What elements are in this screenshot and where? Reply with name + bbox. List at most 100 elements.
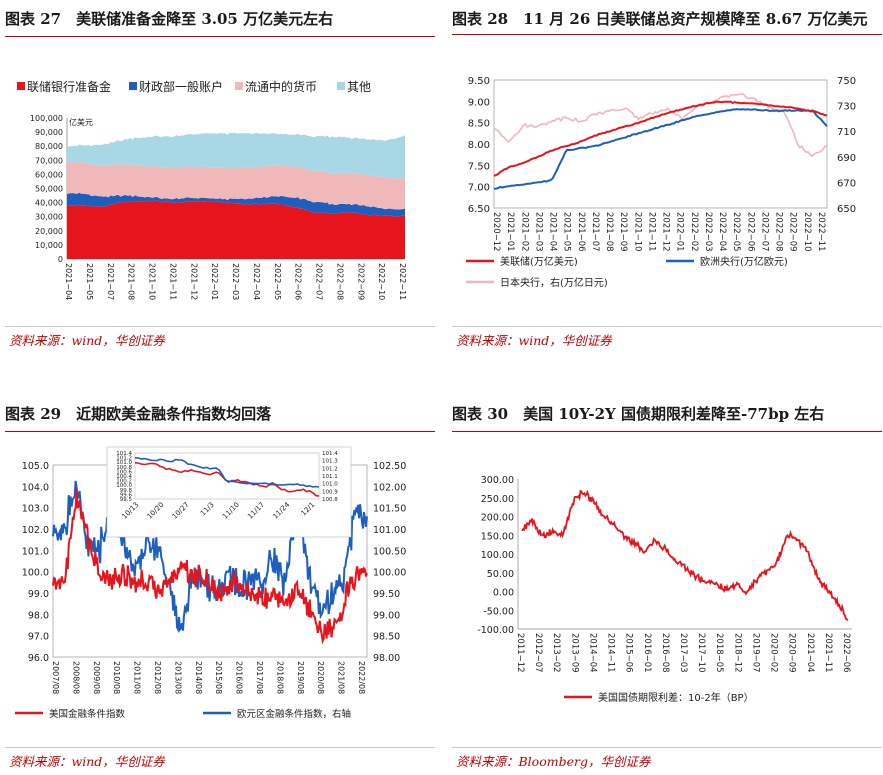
y-tick-label-right: 100.00 [373, 568, 406, 579]
inset-y-tick-left: 100.0 [116, 483, 132, 489]
y-tick-label: 30,000 [35, 213, 63, 222]
x-tick-label: 2013−09 [569, 633, 579, 673]
inset-y-tick-right: 100.8 [322, 497, 338, 503]
y-tick-label-right: 101.00 [373, 525, 406, 536]
y-tick-label-right: 100.50 [373, 546, 406, 557]
y-tick-label-left: 100.0 [22, 568, 49, 579]
x-tick-label: 2010/08 [112, 661, 121, 694]
y-tick-label-left: 6.50 [468, 204, 490, 215]
plot-frame [493, 79, 828, 209]
x-tick-label: 2015−06 [624, 633, 634, 673]
x-tick-label: 2022−05 [731, 212, 741, 252]
x-tick-label: 2021−09 [618, 212, 628, 252]
x-tick-label: 2012−07 [533, 633, 543, 673]
x-tick-label: 2021−08 [604, 212, 614, 252]
y-tick-label: 80,000 [35, 142, 63, 151]
figure-title: 图表 27 美联储准备金降至 3.05 万亿美元左右 [5, 8, 435, 37]
legend-label: 美国国债期限利差：10-2年（BP） [598, 691, 754, 704]
legend-label: 欧元区金融条件指数，右轴 [237, 708, 351, 720]
x-tick-label: 2021−11 [168, 263, 177, 300]
x-tick-label: 2021−12 [189, 263, 198, 300]
x-tick-label: 2021−10 [632, 212, 642, 252]
inset-y-tick-left: 99.8 [120, 488, 133, 494]
y-tick-label: -50.00 [483, 606, 514, 617]
y-tick-label: 100.00 [481, 550, 514, 561]
y-tick-label-left: 103.0 [22, 504, 49, 515]
chart-central-bank-assets: 6.50 7.00 7.50 8.00 8.50 9.00 9.50 650 670 690 710… [452, 66, 882, 321]
x-tick-label: 2022−11 [816, 212, 826, 252]
y-tick-label: 50.00 [487, 569, 514, 580]
inset-y-tick-left: 100.4 [116, 474, 132, 480]
x-tick-label: 2022−05 [273, 263, 282, 300]
source-note: 资料来源：wind，华创证券 [456, 333, 612, 348]
x-tick-label: 2009/08 [92, 661, 101, 694]
x-tick-label: 2021/08 [337, 661, 346, 694]
y-tick-label-left: 99.0 [28, 589, 49, 600]
y-tick-label: 60,000 [35, 170, 63, 179]
y-tick-label: 70,000 [35, 156, 63, 165]
area-series-3 [67, 161, 405, 210]
y-tick-label-right: 101.50 [373, 504, 406, 515]
y-tick-label: 150.00 [481, 531, 514, 542]
x-tick-label: 2017/08 [255, 661, 264, 694]
line-series-1 [52, 489, 368, 645]
x-tick-label: 2021−04 [548, 212, 558, 252]
legend-label: 欧洲央行(万亿欧元) [700, 255, 788, 268]
y-tick-label-right: 750 [837, 76, 856, 87]
y-tick-label-right: 99.00 [373, 610, 400, 621]
legend-label: 日本央行，右(万亿日元) [500, 276, 608, 289]
chart-frame: 6.50 7.00 7.50 8.00 8.50 9.00 9.50 650 670 690 710… [452, 66, 882, 321]
y-tick-label: 250.00 [481, 494, 514, 505]
y-tick-label-left: 7.00 [468, 183, 490, 194]
legend-label: 流通中的货币 [245, 79, 317, 94]
y-tick-label-right: 730 [837, 102, 856, 113]
x-tick-label: 2019/08 [296, 661, 305, 694]
legend-label: 美国金融条件指数 [49, 708, 126, 720]
x-tick-label: 2022−10 [802, 212, 812, 252]
x-tick-label: 2018/08 [275, 661, 284, 694]
x-tick-label: 2021−05 [85, 263, 94, 300]
x-tick-label: 2022−07 [315, 263, 324, 300]
y-tick-label-left: 105.0 [22, 461, 49, 472]
x-tick-label: 2016−01 [642, 633, 652, 673]
y-tick-label-right: 102.50 [373, 461, 406, 472]
x-tick-label: 2014−11 [606, 633, 616, 673]
y-tick-label: 200.00 [481, 513, 514, 524]
inset-y-tick-left: 101.4 [116, 451, 132, 457]
inset-y-tick-left: 100.2 [116, 479, 132, 485]
x-tick-label: 2021−02 [519, 212, 529, 252]
x-tick-label: 2021−07 [590, 212, 600, 252]
x-tick-label: 2022−10 [377, 263, 386, 300]
y-tick-label-right: 710 [837, 127, 856, 138]
chart-frame: 联储银行准备金 财政部一般账户 流通中的货币 其他 亿美元 0 10,000 20,000 30… [5, 66, 435, 321]
y-tick-label-left: 9.50 [468, 76, 490, 87]
figure-title: 图表 28 11 月 26 日美联储总资产规模降至 8.67 万亿美元 [452, 8, 882, 35]
x-tick-label: 2022−03 [231, 263, 240, 300]
x-tick-label: 2022−09 [356, 263, 365, 300]
x-tick-label: 2021−03 [533, 212, 543, 252]
inset-y-tick-left: 100.8 [116, 465, 132, 471]
y-tick-label-right: 102.00 [373, 482, 406, 493]
x-tick-label: 2022−02 [689, 212, 699, 252]
x-tick-label: 2022/08 [357, 661, 366, 694]
y-tick-label: -100.00 [477, 625, 514, 636]
y-tick-label: 20,000 [35, 227, 63, 236]
y-tick-label-right: 650 [837, 204, 856, 215]
line-series-1 [521, 489, 849, 621]
x-tick-label: 2015/08 [214, 661, 223, 694]
source-note: 资料来源：wind，华创证券 [9, 754, 165, 769]
plot-background [452, 441, 882, 741]
line-series-1 [493, 100, 828, 177]
x-tick-label: 2022−06 [841, 633, 851, 673]
x-tick-label: 2021−08 [127, 263, 136, 300]
chart-frame: 96.0 97.0 98.0 99.0 100.0 101.0 102.0 103.0 104.… [5, 441, 435, 741]
y-tick-label-right: 98.00 [373, 653, 400, 664]
x-tick-label: 2021−07 [106, 263, 115, 300]
y-tick-label-left: 101.0 [22, 546, 49, 557]
x-tick-label: 2011−12 [515, 633, 525, 673]
inset-y-tick-right: 100.9 [322, 489, 338, 495]
legend-label: 美联储(万亿美元) [500, 255, 578, 268]
x-tick-label: 2022−06 [294, 263, 303, 300]
x-tick-label: 2021−04 [64, 263, 73, 300]
y-tick-label: 10,000 [35, 241, 63, 250]
